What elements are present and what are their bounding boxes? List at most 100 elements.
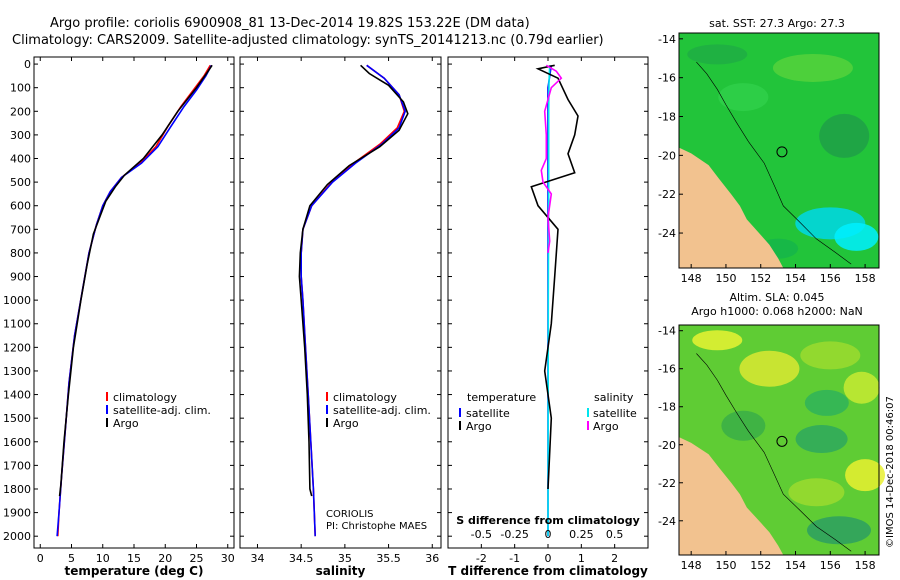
sla-map-subtitle: Argo h1000: 0.068 h2000: NaN bbox=[691, 305, 863, 318]
salinity-panel: 34 34.5 35 35.5 36 salinity climatologysatelli… bbox=[239, 56, 442, 578]
map-lat-label: -20 bbox=[658, 439, 676, 452]
credit-annotation: PI: Christophe MAES bbox=[326, 521, 427, 532]
field-patch bbox=[843, 371, 880, 404]
field-patch bbox=[739, 350, 800, 387]
depth-tick-label: 1800 bbox=[3, 483, 31, 496]
map-lon-label: 152 bbox=[750, 272, 771, 285]
field-patch bbox=[772, 53, 853, 82]
legend-label: Argo bbox=[113, 417, 139, 430]
field-patch bbox=[804, 389, 849, 416]
depth-tick-label: 2000 bbox=[3, 530, 31, 543]
argo-float-marker bbox=[776, 146, 788, 158]
map-lat-label: -18 bbox=[658, 401, 676, 414]
x-tick-label: -1 bbox=[509, 552, 520, 565]
plot-frame bbox=[239, 56, 442, 549]
x-tick-label: 36 bbox=[425, 552, 439, 565]
depth-tick-label: 0 bbox=[24, 58, 31, 71]
depth-tick-label: 600 bbox=[10, 200, 31, 213]
x-tick-label: 15 bbox=[127, 552, 141, 565]
depth-tick-label: 500 bbox=[10, 176, 31, 189]
map-lon-label: 152 bbox=[750, 559, 771, 572]
figure-title-line2: Climatology: CARS2009. Satellite-adjuste… bbox=[12, 33, 604, 48]
map-lat-label: -20 bbox=[658, 149, 676, 162]
x-tick-label: 2 bbox=[611, 552, 618, 565]
s-diff-tick-label: -0.25 bbox=[500, 528, 528, 541]
map-lon-label: 154 bbox=[785, 272, 806, 285]
temperature-panel: 0100200300400500600700800900100011001200… bbox=[3, 56, 235, 578]
plot-frame bbox=[33, 56, 235, 549]
map-lon-label: 158 bbox=[855, 559, 876, 572]
legend-label: satellite bbox=[593, 407, 637, 420]
land-mass bbox=[679, 147, 784, 268]
reef-contour bbox=[696, 353, 852, 552]
sla-map-title: Altim. SLA: 0.045 bbox=[729, 291, 824, 304]
legend-label: Argo bbox=[333, 417, 359, 430]
legend-label: satellite-adj. clim. bbox=[113, 404, 211, 417]
depth-tick-label: 1600 bbox=[3, 436, 31, 449]
credit-annotation: CORIOLIS bbox=[326, 509, 374, 520]
map-lon-label: 150 bbox=[715, 272, 736, 285]
depth-tick-label: 1400 bbox=[3, 389, 31, 402]
field-patch bbox=[718, 83, 769, 112]
map-lat-label: -24 bbox=[658, 515, 676, 528]
series-line-climatology bbox=[300, 64, 406, 537]
depth-tick-label: 400 bbox=[10, 153, 31, 166]
legend-label: Argo bbox=[466, 420, 492, 433]
s-diff-tick-label: 0.25 bbox=[569, 528, 594, 541]
legend-title-temperature: temperature bbox=[467, 391, 536, 404]
field-patch bbox=[807, 516, 871, 545]
legend-label: climatology bbox=[333, 391, 397, 404]
x-tick-label: 34.5 bbox=[289, 552, 314, 565]
map-lon-label: 148 bbox=[681, 272, 702, 285]
depth-tick-label: 300 bbox=[10, 129, 31, 142]
sst-map: 148 150 152 154 156 158 -14 -16 -18 -20 -22 -24 bbox=[658, 32, 880, 285]
x-tick-label: 0 bbox=[545, 552, 552, 565]
sst-map-title: sat. SST: 27.3 Argo: 27.3 bbox=[709, 17, 845, 30]
field-patch bbox=[800, 341, 861, 370]
map-lon-label: 148 bbox=[681, 559, 702, 572]
x-tick-label: 1 bbox=[578, 552, 585, 565]
series-line-satellite-adj-clim- bbox=[300, 64, 407, 537]
field-patch bbox=[834, 222, 879, 251]
depth-tick-label: 700 bbox=[10, 223, 31, 236]
depth-tick-label: 1500 bbox=[3, 412, 31, 425]
x-tick-label: -2 bbox=[476, 552, 487, 565]
series-line-argo bbox=[298, 64, 409, 497]
depth-tick-label: 1100 bbox=[3, 318, 31, 331]
map-frame bbox=[678, 32, 880, 269]
map-lat-label: -14 bbox=[658, 325, 676, 338]
x-tick-label: 20 bbox=[158, 552, 172, 565]
field-patch bbox=[819, 113, 870, 158]
legend-label: satellite bbox=[466, 407, 510, 420]
figure-title-line1: Argo profile: coriolis 6900908_81 13-Dec… bbox=[50, 16, 530, 31]
x-tick-label: 35 bbox=[338, 552, 352, 565]
map-lat-label: -18 bbox=[658, 111, 676, 124]
s-diff-tick-label: -0.5 bbox=[471, 528, 492, 541]
imos-credit: ©IMOS 14-Dec-2018 00:46:07 bbox=[885, 396, 896, 548]
depth-tick-label: 1900 bbox=[3, 507, 31, 520]
map-lon-label: 156 bbox=[820, 272, 841, 285]
depth-tick-label: 800 bbox=[10, 247, 31, 260]
x-axis-label: T difference from climatology bbox=[448, 564, 648, 578]
field-patch bbox=[692, 330, 743, 351]
depth-tick-label: 900 bbox=[10, 271, 31, 284]
map-lon-label: 154 bbox=[785, 559, 806, 572]
difference-panel: -2 -1 0 1 2T difference from climatology S di… bbox=[447, 56, 649, 578]
depth-tick-label: 1200 bbox=[3, 341, 31, 354]
legend-title-salinity: salinity bbox=[594, 391, 634, 404]
x-tick-label: 0 bbox=[37, 552, 44, 565]
s-diff-tick-label: 0 bbox=[545, 528, 552, 541]
legend-label: climatology bbox=[113, 391, 177, 404]
field-patch bbox=[721, 410, 766, 441]
depth-tick-label: 1700 bbox=[3, 459, 31, 472]
map-frame bbox=[678, 324, 880, 556]
x-tick-label: 34 bbox=[250, 552, 264, 565]
map-lat-label: -22 bbox=[658, 188, 676, 201]
field-patch bbox=[795, 425, 848, 454]
field-patch bbox=[788, 478, 845, 507]
field-patch bbox=[687, 44, 748, 65]
x-axis-label: temperature (deg C) bbox=[65, 564, 204, 578]
series-line-t-argo bbox=[530, 64, 579, 490]
map-lat-label: -16 bbox=[658, 363, 676, 376]
